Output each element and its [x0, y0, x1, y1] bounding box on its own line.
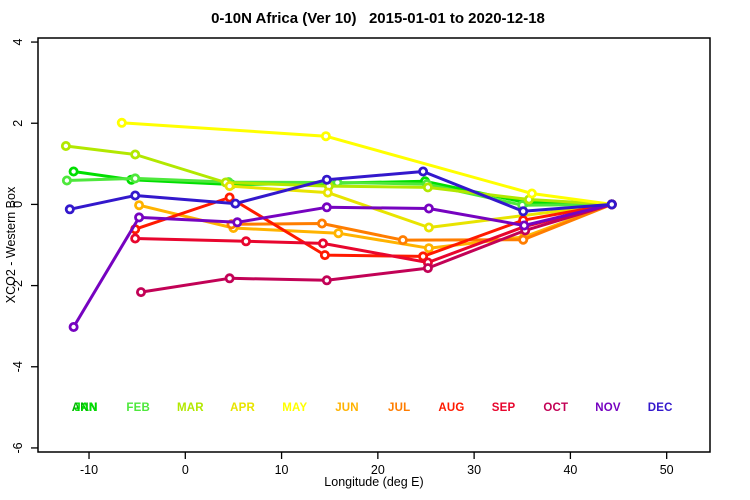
y-tick-label: -6: [11, 442, 25, 453]
legend-label-feb: FEB: [126, 402, 150, 414]
series-marker-SEP: [317, 238, 328, 249]
x-tick-label: 50: [660, 463, 674, 477]
series-marker-NOV: [519, 220, 530, 231]
series-marker-AUG: [224, 192, 235, 203]
series-marker-DEC: [64, 204, 75, 215]
series-marker-NOV: [134, 212, 145, 223]
series-marker-MAR: [60, 140, 71, 151]
month-legend: ANN JAN FEB MAR APR MAY JUN JUL AUG SEP OCT NOV DEC: [0, 402, 750, 418]
series-marker-SEP: [240, 236, 251, 247]
series-marker-MAY: [116, 117, 127, 128]
series-marker-MAR: [422, 182, 433, 193]
x-tick-label: 20: [371, 463, 385, 477]
series-marker-SEP: [130, 233, 141, 244]
series-marker-AUG: [418, 251, 429, 262]
series-marker-AUG: [319, 250, 330, 261]
y-axis-label: XCO2 - Western Box: [4, 186, 18, 304]
y-tick-label: 0: [11, 201, 25, 208]
plot-title: 0-10N Africa (Ver 10) 2015-01-01 to 2020…: [211, 10, 545, 27]
legend-label-aug: AUG: [438, 402, 465, 414]
series-marker-NOV: [321, 202, 332, 213]
series-marker-APR: [322, 187, 333, 198]
x-tick-label: 10: [275, 463, 289, 477]
series-marker-NOV: [232, 217, 243, 228]
series-line-MAY: [121, 121, 613, 206]
y-tick-label: -2: [11, 280, 25, 291]
legend-label-jun: JUN: [335, 402, 359, 414]
legend-label-dec: DEC: [647, 402, 673, 414]
series-marker-DEC: [130, 190, 141, 201]
series-marker-DEC: [230, 198, 241, 209]
series-line-JUN: [138, 202, 613, 250]
y-tick-label: -4: [11, 361, 25, 372]
series-marker-APR: [224, 181, 235, 192]
legend-label-may: MAY: [282, 402, 308, 414]
series-marker-OCT: [224, 273, 235, 284]
series-marker-MAY: [320, 131, 331, 142]
series-marker-FEB: [61, 175, 72, 186]
plot-box: [37, 37, 711, 453]
series-marker-JAN: [68, 166, 79, 177]
series-marker-MAY: [526, 188, 537, 199]
series-marker-JUL: [316, 218, 327, 229]
series-marker-OCT: [135, 287, 146, 298]
series-line-OCT: [140, 202, 613, 294]
y-tick-label: 2: [11, 120, 25, 127]
x-tick-label: -10: [80, 463, 98, 477]
series-marker-FEB: [130, 173, 141, 184]
series-marker-APR: [423, 222, 434, 233]
series-marker-JUN: [134, 200, 145, 211]
series-line-APR: [229, 184, 612, 229]
series-marker-DEC: [606, 199, 617, 210]
series-marker-OCT: [321, 275, 332, 286]
series-marker-JUN: [333, 228, 344, 239]
legend-label-ann: ANN: [71, 402, 98, 414]
series-marker-MAR: [130, 149, 141, 160]
legend-label-mar: MAR: [176, 402, 204, 414]
legend-label-sep: SEP: [491, 402, 516, 414]
legend-label-jan: JAN: [74, 402, 98, 414]
series-marker-NOV: [68, 321, 79, 332]
x-tick-label: 0: [182, 463, 189, 477]
series-marker-OCT: [422, 263, 433, 274]
series-marker-DEC: [418, 166, 429, 177]
series-marker-JUL: [518, 234, 529, 245]
y-tick-label: 4: [11, 39, 25, 46]
legend-label-oct: OCT: [543, 402, 569, 414]
series-marker-DEC: [518, 206, 529, 217]
series-marker-JUN: [423, 243, 434, 254]
x-tick-label: 30: [467, 463, 481, 477]
x-axis-label: Longitude (deg E): [324, 475, 424, 489]
legend-label-jul: JUL: [388, 402, 411, 414]
legend-label-nov: NOV: [595, 402, 621, 414]
legend-label-apr: APR: [230, 402, 256, 414]
x-tick-label: 40: [563, 463, 577, 477]
series-marker-JUL: [397, 235, 408, 246]
series-marker-DEC: [321, 174, 332, 185]
series-marker-NOV: [423, 203, 434, 214]
